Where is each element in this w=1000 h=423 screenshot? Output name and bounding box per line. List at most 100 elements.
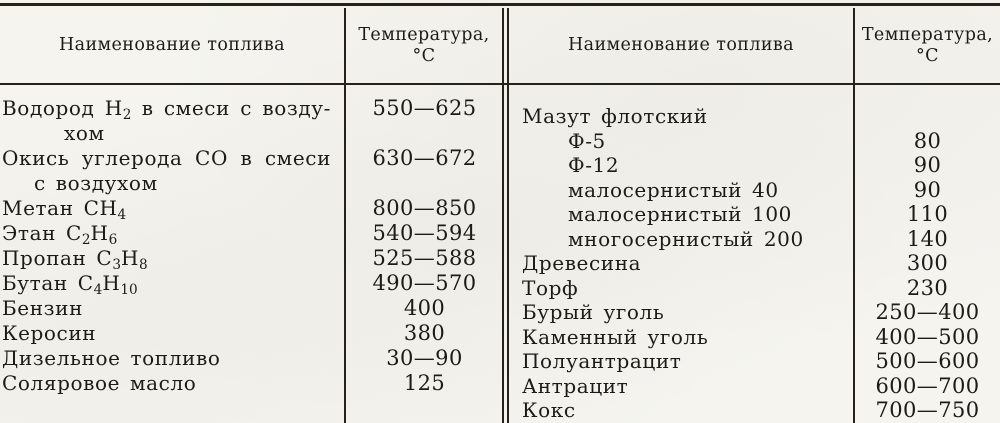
fuel-name: малосернистый 100: [568, 202, 792, 226]
fuel-name-cell: Бутан C4H10: [0, 271, 345, 297]
table-row: малосернистый 100 110: [509, 202, 1000, 227]
fuel-name: Древесина: [522, 251, 642, 275]
table-row: Ф-5 80: [509, 129, 1000, 154]
fuel-name: Пропан C3H8: [2, 246, 148, 273]
fuel-name-cell: Соляровое масло: [0, 371, 345, 396]
temperature-value: 550—625: [372, 96, 477, 120]
temperature-value: 140: [906, 226, 949, 251]
table-row: Полуантрацит 500—600: [509, 349, 1000, 374]
temperature-value: 400: [403, 296, 446, 320]
temperature-value: 400—500: [875, 324, 980, 349]
fuel-name-cell: Метан CH4: [0, 196, 345, 222]
right-header-fuel-name: Наименование топлива: [509, 8, 853, 83]
fuel-name: Антрацит: [522, 373, 629, 398]
temperature-value: 80: [913, 128, 942, 153]
fuel-name: Ф-5: [568, 128, 606, 153]
fuel-name: Мазут флотский: [522, 104, 708, 128]
table-row: Пропан C3H8 525—588: [0, 246, 505, 273]
temperature-value: 630—672: [372, 146, 477, 170]
left-header-temperature: Температура, °C: [346, 8, 502, 83]
fuel-name: Дизельное топливо: [2, 346, 221, 370]
fuel-name: Этан C2H6: [2, 221, 118, 248]
table-row: Торф 230: [509, 276, 1000, 301]
fuel-name: Торф: [522, 275, 579, 300]
fuel-name-cell: малосернистый 100: [509, 202, 855, 227]
table-row: Метан CH4 800—850: [0, 196, 505, 222]
table-row: Каменный уголь 400—500: [509, 325, 1000, 350]
fuel-name: Ф-12: [568, 153, 620, 177]
fuel-name-cell: малосернистый 40: [509, 178, 855, 203]
center-double-divider-inner: [507, 8, 509, 423]
fuel-name-cell: Водород H2 в смеси с возду- хом: [0, 96, 345, 146]
header-separator-rule: [0, 83, 1000, 85]
fuel-name: Бензин: [2, 296, 84, 320]
fuel-name-cell: Дизельное топливо: [0, 346, 345, 371]
temperature-value: 540—594: [372, 221, 477, 245]
left-header-fuel-name: Наименование топлива: [0, 8, 344, 83]
temperature-value: 800—850: [372, 196, 477, 220]
table-row: Соляровое масло 125: [0, 371, 505, 396]
table-top-rule: [0, 3, 1000, 6]
table-row: Бензин 400: [0, 296, 505, 321]
table-row: Мазут флотский: [509, 104, 1000, 129]
temperature-value: 380: [403, 321, 446, 345]
fuel-name-cell: Пропан C3H8: [0, 246, 345, 273]
temperature-value: 700—750: [875, 398, 980, 422]
fuel-name-cell: многосернистый 200: [509, 227, 855, 252]
fuel-name-cell: Антрацит: [509, 374, 855, 399]
table-row: Бурый уголь 250—400: [509, 300, 1000, 325]
fuel-name-cell: Полуантрацит: [509, 349, 855, 374]
table-row: Водород H2 в смеси с возду- хом 550—625: [0, 96, 505, 146]
fuel-name-continuation: хом: [64, 121, 105, 145]
temperature-value: 30—90: [386, 346, 463, 370]
fuel-name: Бурый уголь: [522, 300, 665, 324]
table-row: Ф-12 90: [509, 153, 1000, 178]
fuel-name: Полуантрацит: [522, 349, 682, 373]
table-row: Керосин 380: [0, 321, 505, 346]
temperature-value: 525—588: [372, 246, 477, 270]
temperature-value: 600—700: [875, 373, 980, 398]
table-row: Этан C2H6 540—594: [0, 221, 505, 248]
temperature-value: 500—600: [875, 349, 980, 373]
table-row: Бутан C4H10 490—570: [0, 271, 505, 297]
temperature-value: 110: [906, 202, 949, 226]
fuel-name-cell: Ф-12: [509, 153, 855, 178]
fuel-name: многосернистый 200: [568, 226, 804, 251]
column-header-label: Температура,: [861, 24, 994, 45]
fuel-name-cell: Кокс: [509, 398, 855, 423]
right-table-body: Мазут флотский Ф-5 80 Ф-12 90 малосернис…: [509, 104, 1000, 423]
fuel-name: Водород H2 в смеси с возду-: [2, 96, 332, 123]
column-header-label: Температура,: [358, 24, 490, 45]
column-header-unit: °C: [412, 45, 436, 66]
temperature-value: 490—570: [372, 271, 477, 295]
column-header-unit: °C: [916, 45, 939, 66]
fuel-name-cell: Окись углерода CO в смеси с воздухом: [0, 146, 345, 196]
left-table-body: Водород H2 в смеси с возду- хом 550—625 …: [0, 96, 505, 396]
table-row: Древесина 300: [509, 251, 1000, 276]
center-double-divider-outer: [502, 8, 504, 423]
right-temp-column-divider: [853, 8, 855, 423]
temperature-value: 300: [906, 251, 949, 275]
temperature-value: 250—400: [875, 300, 980, 324]
fuel-name: Каменный уголь: [522, 324, 709, 349]
fuel-name-cell: Торф: [509, 276, 855, 301]
fuel-name-cell: Керосин: [0, 321, 345, 346]
temperature-value: 125: [403, 371, 446, 395]
left-temp-column-divider: [344, 8, 346, 423]
fuel-name-continuation: с воздухом: [34, 171, 158, 195]
column-header-label: Наименование топлива: [58, 35, 285, 55]
fuel-name-cell: Бензин: [0, 296, 345, 321]
temperature-value: 90: [913, 153, 942, 177]
fuel-name: Керосин: [2, 321, 97, 345]
fuel-name-cell: Каменный уголь: [509, 325, 855, 350]
fuel-name-cell: Древесина: [509, 251, 855, 276]
fuel-name: Кокс: [522, 398, 576, 422]
fuel-name-cell: Этан C2H6: [0, 221, 345, 248]
table-row: Кокс 700—750: [509, 398, 1000, 423]
table-row: Дизельное топливо 30—90: [0, 346, 505, 371]
fuel-name-cell: Ф-5: [509, 129, 855, 154]
table-row: малосернистый 40 90: [509, 178, 1000, 203]
table-row: Окись углерода CO в смеси с воздухом 630…: [0, 146, 505, 196]
temperature-value: 90: [913, 177, 942, 202]
